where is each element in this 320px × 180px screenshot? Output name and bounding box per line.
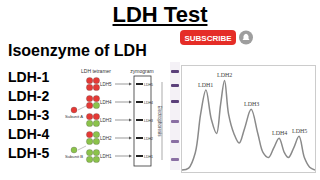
html-text:LDH-1: LDH-1 — [8, 69, 50, 85]
svg-text:LDH5: LDH5 — [144, 83, 153, 87]
svg-text:Subunit A: Subunit A — [65, 114, 83, 119]
svg-text:LDH4: LDH4 — [272, 130, 287, 136]
svg-text:LDH2: LDH2 — [100, 136, 112, 141]
svg-text:LDH2: LDH2 — [217, 72, 232, 78]
svg-text:LDH4: LDH4 — [100, 100, 112, 105]
svg-text:LDH3: LDH3 — [244, 101, 259, 107]
svg-text:LDH5: LDH5 — [100, 82, 112, 87]
svg-text:zymogram: zymogram — [130, 68, 153, 74]
html-text:LDH Test: LDH Test — [112, 2, 208, 27]
svg-text:LDH5: LDH5 — [292, 128, 307, 134]
svg-text:LDH2: LDH2 — [144, 137, 153, 141]
html-text:LDH-4: LDH-4 — [8, 126, 50, 142]
svg-text:LDH1: LDH1 — [100, 154, 112, 159]
svg-text:Subunit B: Subunit B — [65, 154, 83, 159]
svg-text:LDH1: LDH1 — [144, 155, 153, 159]
svg-text:LDH4: LDH4 — [144, 101, 153, 105]
svg-text:LDH3: LDH3 — [144, 119, 153, 123]
svg-text:Electrophoresis: Electrophoresis — [157, 105, 162, 137]
svg-text:SUBSCRIBE: SUBSCRIBE — [184, 34, 232, 43]
html-text:LDH-5: LDH-5 — [8, 145, 50, 161]
svg-text:LDH3: LDH3 — [100, 118, 112, 123]
html-text:Isoenzyme of LDH: Isoenzyme of LDH — [8, 42, 147, 59]
html-text:LDH-3: LDH-3 — [8, 107, 50, 123]
html-text:LDH-2: LDH-2 — [8, 88, 50, 104]
svg-text:LDH1: LDH1 — [198, 82, 213, 88]
svg-text:LDH tetramer: LDH tetramer — [81, 68, 111, 74]
